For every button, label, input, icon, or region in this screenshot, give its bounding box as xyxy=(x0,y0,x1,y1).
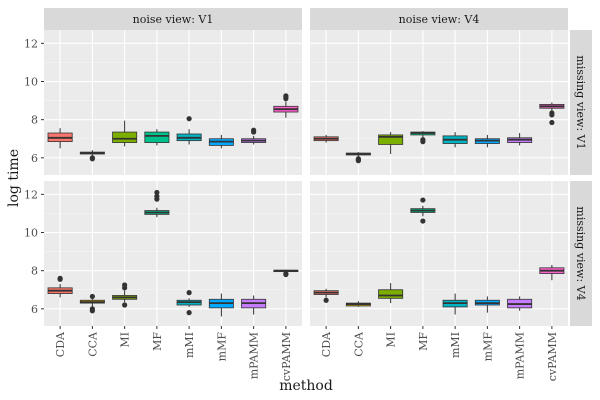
outlier-mf-r1c2 xyxy=(420,139,426,145)
outlier-cda-r2c2 xyxy=(323,297,329,303)
x-tick-label: MF xyxy=(151,332,164,351)
x-tick-label: mMF xyxy=(215,332,228,362)
box-mi-r1c1 xyxy=(112,131,138,143)
y-tick-label: 10 xyxy=(24,76,38,89)
y-tick-label: 12 xyxy=(24,37,38,50)
y-tick-label: 6 xyxy=(31,152,38,165)
panel-bg-r1c2 xyxy=(310,30,568,175)
strip-row-2-label: missing view: V4 xyxy=(574,206,587,300)
x-tick-label: CDA xyxy=(54,331,67,357)
box-mi-r1c2 xyxy=(378,134,404,145)
box-mi-r2c2 xyxy=(378,289,404,299)
outlier-cca-r1c2 xyxy=(355,158,361,164)
outlier-cca-r2c1 xyxy=(89,308,95,314)
x-tick-label: CCA xyxy=(352,331,365,357)
x-tick-label: cvPAMM xyxy=(546,332,559,381)
x-tick-label: CCA xyxy=(86,331,99,357)
x-tick-label: CDA xyxy=(320,331,333,357)
outlier-mf-r2c2 xyxy=(420,197,426,203)
strip-row-2-bg xyxy=(570,181,592,326)
x-tick-label: MI xyxy=(119,332,132,348)
y-axis-title: log time xyxy=(6,149,22,207)
outlier-mmi-r2c1 xyxy=(186,310,192,316)
x-tick-label: MI xyxy=(385,332,398,348)
y-tick-label: 12 xyxy=(24,188,38,201)
x-tick-label: cvPAMM xyxy=(280,332,293,381)
outlier-cvpamm-r1c2 xyxy=(549,112,555,118)
strip-row-1-bg xyxy=(570,30,592,175)
y-tick-label: 8 xyxy=(31,265,38,278)
y-tick-label: 8 xyxy=(31,114,38,127)
outlier-mi-r2c1 xyxy=(122,302,128,308)
outlier-mpamm-r1c1 xyxy=(251,127,257,133)
panel-bg-r1c1 xyxy=(44,30,302,175)
box-mf-r1c1 xyxy=(144,131,170,143)
x-tick-label: mMF xyxy=(481,332,494,362)
outlier-mf-r2c2 xyxy=(420,218,426,224)
outlier-mf-r2c1 xyxy=(154,189,160,196)
outlier-cvpamm-r1c2 xyxy=(549,119,555,126)
outlier-mmi-r2c1 xyxy=(186,290,192,296)
strip-col-2-label: noise view: V4 xyxy=(399,13,480,26)
strip-col-1-label: noise view: V1 xyxy=(133,13,214,26)
strip-row-1-label: missing view: V1 xyxy=(574,55,587,149)
x-axis-title: method xyxy=(279,378,333,394)
y-tick-label: 10 xyxy=(24,227,38,240)
x-tick-label: mMI xyxy=(449,332,462,358)
outlier-mf-r2c1 xyxy=(154,193,160,199)
x-tick-label: mPAMM xyxy=(248,332,261,379)
strip-col-2-bg xyxy=(310,8,568,30)
x-tick-label: MF xyxy=(417,332,430,351)
outlier-cda-r2c1 xyxy=(57,275,63,281)
outlier-mi-r2c1 xyxy=(122,282,128,288)
outlier-cvpamm-r2c1 xyxy=(283,271,289,278)
outlier-cca-r2c1 xyxy=(89,293,95,300)
outlier-cca-r1c1 xyxy=(89,156,95,162)
x-tick-label: mMI xyxy=(183,332,196,358)
strip-col-1-bg xyxy=(44,8,302,30)
outlier-mmi-r1c1 xyxy=(186,116,192,122)
y-tick-label: 6 xyxy=(31,303,38,316)
x-tick-label: mPAMM xyxy=(514,332,527,379)
outlier-cvpamm-r1c1 xyxy=(283,93,289,99)
